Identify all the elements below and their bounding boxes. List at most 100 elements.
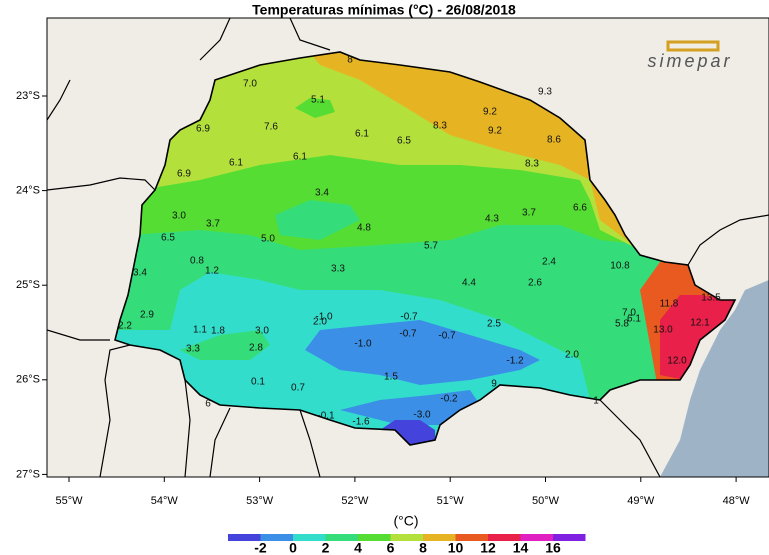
x-tick-label: 48°W bbox=[723, 495, 751, 507]
station-value: 6.1 bbox=[229, 158, 243, 169]
station-value: 8.3 bbox=[525, 159, 539, 170]
station-value: -3.0 bbox=[413, 410, 431, 421]
legend-label: 4 bbox=[354, 540, 362, 555]
station-value: 6 bbox=[205, 399, 211, 410]
logo-mark bbox=[666, 40, 720, 52]
station-value: -1.0 bbox=[315, 312, 333, 323]
station-value: 3.3 bbox=[186, 344, 200, 355]
legend-swatch bbox=[228, 534, 261, 541]
station-value: 2.6 bbox=[528, 278, 542, 289]
station-value: 2.0 bbox=[565, 350, 579, 361]
logo: simepar bbox=[647, 51, 732, 71]
station-value: 3.7 bbox=[206, 219, 220, 230]
station-value: 9.2 bbox=[488, 126, 502, 137]
station-value: 2.0 bbox=[313, 317, 327, 328]
station-value: 6.5 bbox=[397, 136, 411, 147]
station-value: 4.3 bbox=[485, 214, 499, 225]
station-value: 0.8 bbox=[190, 256, 204, 267]
legend-label: -2 bbox=[254, 540, 267, 555]
legend-swatch bbox=[390, 534, 423, 541]
station-value: 5.1 bbox=[311, 95, 325, 106]
station-value: 0.1 bbox=[251, 377, 265, 388]
x-tick-label: 54°W bbox=[151, 495, 179, 507]
y-tick-label: 26°S bbox=[16, 374, 40, 386]
legend-swatch bbox=[553, 534, 586, 541]
station-value: 0.7 bbox=[291, 383, 305, 394]
station-value: -0.2 bbox=[440, 394, 458, 405]
x-tick-label: 51°W bbox=[437, 495, 465, 507]
x-tick-label: 53°W bbox=[246, 495, 274, 507]
station-value: 8 bbox=[347, 55, 353, 66]
station-value: 3.7 bbox=[522, 208, 536, 219]
legend-swatch bbox=[293, 534, 326, 541]
legend-swatch bbox=[488, 534, 521, 541]
legend-label: 8 bbox=[419, 540, 427, 555]
station-value: 10.8 bbox=[610, 261, 630, 272]
legend-swatch bbox=[520, 534, 553, 541]
station-value: 6.9 bbox=[196, 124, 210, 135]
station-value: 3.0 bbox=[255, 326, 269, 337]
station-value: -1.6 bbox=[352, 417, 370, 428]
station-value: -1.2 bbox=[506, 356, 524, 367]
station-value: 2.5 bbox=[487, 319, 501, 330]
station-value: 4.4 bbox=[462, 278, 476, 289]
station-value: 9.2 bbox=[483, 107, 497, 118]
ocean bbox=[660, 280, 769, 477]
station-value: 6.1 bbox=[627, 314, 641, 325]
legend-unit: (°C) bbox=[393, 513, 418, 529]
station-value: -0.7 bbox=[438, 331, 456, 342]
station-value: 6.5 bbox=[161, 233, 175, 244]
legend-label: 12 bbox=[480, 540, 496, 555]
title: Temperaturas mínimas (°C) - 26/08/2018 bbox=[252, 2, 516, 18]
legend-label: 10 bbox=[448, 540, 464, 555]
station-value: 7.0 bbox=[243, 79, 257, 90]
legend-swatch bbox=[260, 534, 293, 541]
station-value: 6.1 bbox=[355, 129, 369, 140]
station-value: 1.5 bbox=[384, 372, 398, 383]
station-value: 1 bbox=[593, 396, 599, 407]
y-tick-label: 23°S bbox=[16, 90, 40, 102]
station-value: 5.7 bbox=[424, 241, 438, 252]
station-value: 6.6 bbox=[573, 203, 587, 214]
station-value: 3.3 bbox=[331, 264, 345, 275]
station-value: 13.0 bbox=[653, 325, 673, 336]
y-tick-label: 25°S bbox=[16, 279, 40, 291]
station-value: 4.8 bbox=[357, 223, 371, 234]
station-value: -0.7 bbox=[400, 312, 418, 323]
legend-swatch bbox=[423, 534, 456, 541]
station-value: 2.9 bbox=[140, 310, 154, 321]
borders bbox=[47, 18, 769, 477]
station-value: 7.0 bbox=[622, 308, 636, 319]
station-value: 6.9 bbox=[177, 169, 191, 180]
station-value: -1.0 bbox=[354, 339, 372, 350]
station-value: 2.2 bbox=[118, 321, 132, 332]
map-area bbox=[47, 18, 769, 477]
station-value: 3.4 bbox=[315, 188, 329, 199]
station-value: 13.5 bbox=[701, 293, 721, 304]
legend-label: 0 bbox=[289, 540, 297, 555]
plot-frame bbox=[46, 17, 769, 478]
y-tick-label: 27°S bbox=[16, 468, 40, 480]
station-value: 1.1 bbox=[193, 325, 207, 336]
station-value: 2.4 bbox=[542, 257, 556, 268]
legend-label: 16 bbox=[545, 540, 561, 555]
station-value: 9.3 bbox=[538, 87, 552, 98]
station-value: 1.8 bbox=[211, 326, 225, 337]
x-tick-label: 55°W bbox=[55, 495, 83, 507]
station-value: 5.0 bbox=[261, 234, 275, 245]
station-value: 12.0 bbox=[667, 356, 687, 367]
station-value: 7.6 bbox=[264, 122, 278, 133]
x-tick-label: 49°W bbox=[627, 495, 655, 507]
legend-label: 6 bbox=[387, 540, 395, 555]
station-value: 3.0 bbox=[172, 211, 186, 222]
station-value: 1.2 bbox=[205, 266, 219, 277]
station-value: 8.3 bbox=[433, 121, 447, 132]
station-value: -0.7 bbox=[399, 329, 417, 340]
station-value: 9 bbox=[491, 379, 497, 390]
station-value: 5.8 bbox=[615, 319, 629, 330]
station-value: 8.6 bbox=[547, 135, 561, 146]
legend-label: 2 bbox=[322, 540, 330, 555]
legend-swatch bbox=[325, 534, 358, 541]
